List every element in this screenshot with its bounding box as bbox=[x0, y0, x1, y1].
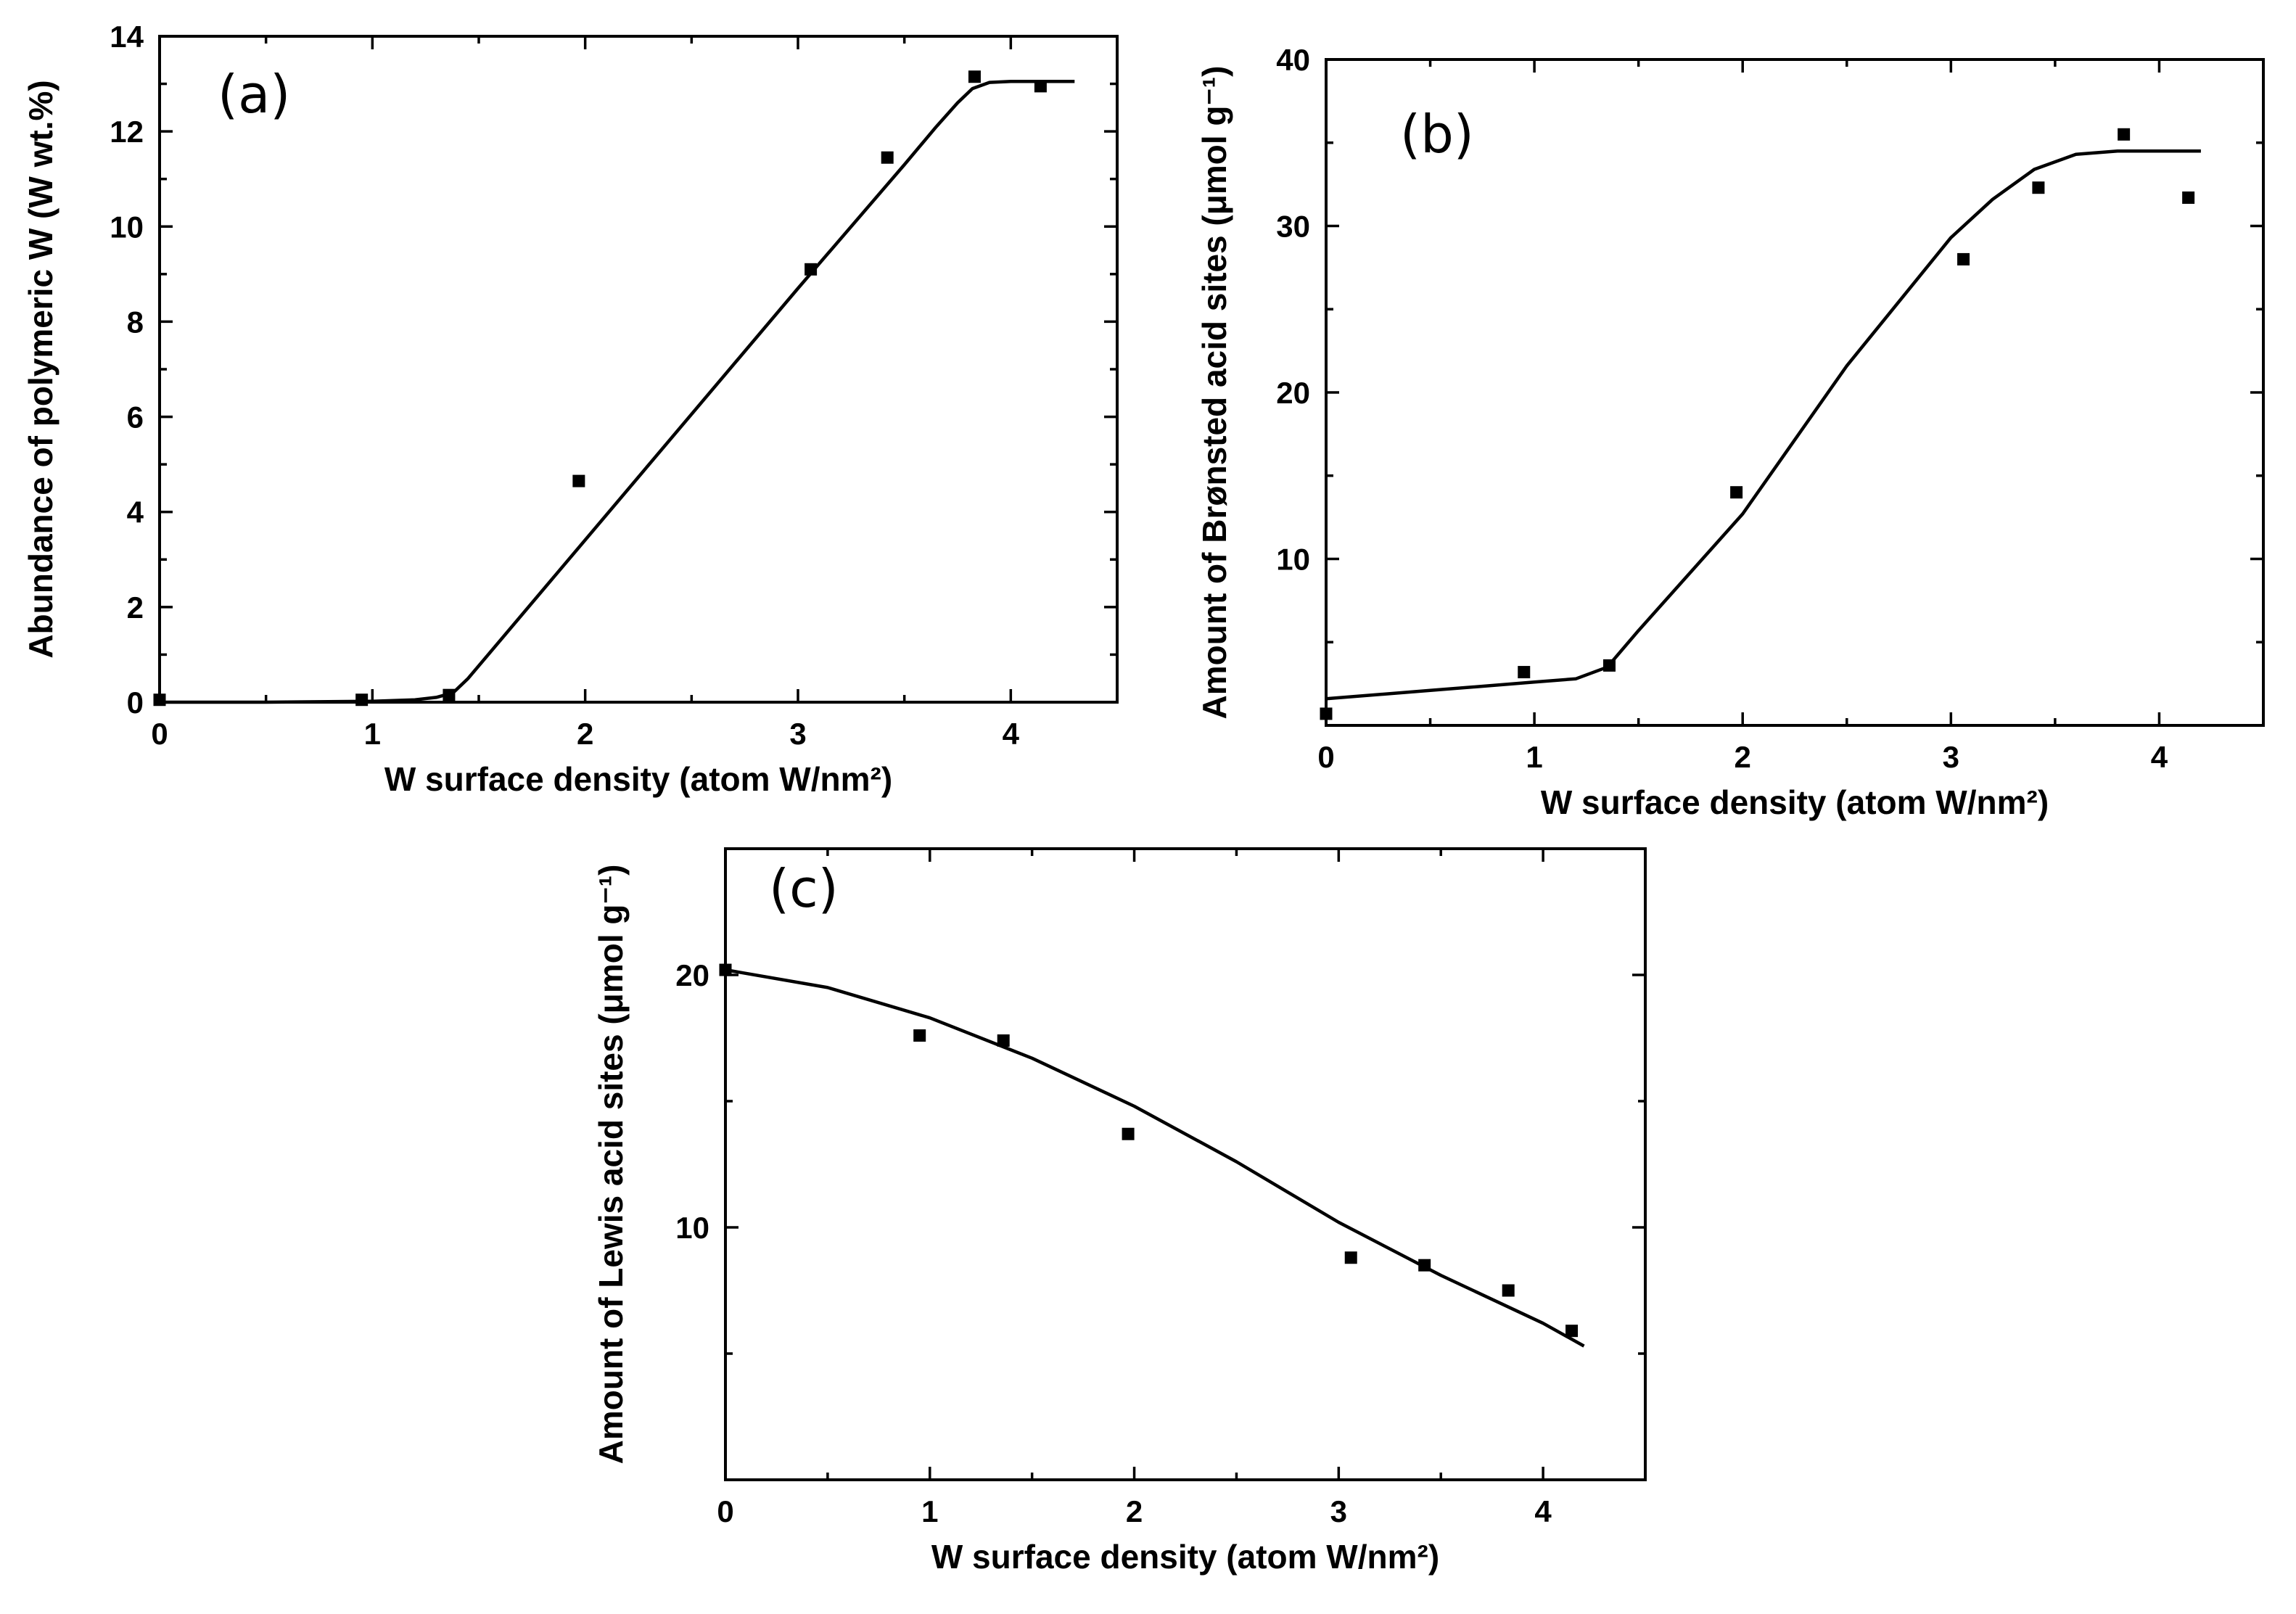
y-tick-label: 20 bbox=[1276, 376, 1310, 410]
data-point bbox=[2032, 181, 2045, 194]
y-tick-label: 10 bbox=[1276, 543, 1310, 577]
x-tick-label: 3 bbox=[789, 717, 806, 751]
data-point bbox=[153, 693, 166, 707]
x-tick-label: 3 bbox=[1330, 1494, 1347, 1528]
data-point bbox=[1344, 1251, 1357, 1264]
data-point bbox=[572, 474, 585, 487]
x-tick-label: 2 bbox=[577, 717, 593, 751]
x-tick-label: 1 bbox=[1526, 740, 1542, 774]
fit-curve bbox=[725, 968, 1585, 1348]
x-tick-label: 2 bbox=[1735, 740, 1751, 774]
data-point bbox=[913, 1029, 926, 1042]
panel-label: (a) bbox=[218, 64, 290, 125]
x-tick-label: 0 bbox=[717, 1494, 733, 1528]
data-point bbox=[805, 263, 818, 276]
y-tick-label: 20 bbox=[675, 958, 709, 992]
y-tick-label: 12 bbox=[110, 115, 144, 149]
y-tick-label: 2 bbox=[127, 590, 144, 625]
chart-panel-b: 0 1 2 3 4 10 20 30 40 W surface density (atom W/n… bbox=[1196, 43, 2265, 821]
x-axis-title: W surface density (atom W/nm²) bbox=[1541, 783, 2049, 821]
data-point bbox=[881, 151, 894, 164]
y-axis-title: Amount of Lewis acid sites (μmol g⁻¹) bbox=[592, 865, 630, 1465]
data-point bbox=[2182, 191, 2195, 204]
x-tick-label: 4 bbox=[1534, 1494, 1552, 1528]
x-tick-label: 4 bbox=[2151, 740, 2168, 774]
x-tick-label: 1 bbox=[921, 1494, 938, 1528]
y-tick-label: 30 bbox=[1276, 210, 1310, 244]
data-point bbox=[355, 693, 369, 707]
x-tick-label: 3 bbox=[1943, 740, 1959, 774]
data-point bbox=[1730, 486, 1743, 499]
data-point bbox=[1518, 666, 1531, 679]
y-tick-label: 10 bbox=[110, 210, 144, 244]
y-tick-label: 4 bbox=[127, 495, 144, 530]
x-tick-label: 4 bbox=[1003, 717, 1020, 751]
chart-panel-c: 0 1 2 3 4 10 20 W surface density (atom W/nm²) A… bbox=[592, 847, 1647, 1576]
data-point bbox=[2118, 128, 2131, 141]
x-tick-label: 0 bbox=[151, 717, 168, 751]
panel-label: (b) bbox=[1400, 104, 1474, 165]
x-tick-label: 2 bbox=[1126, 1494, 1143, 1528]
y-tick-label: 0 bbox=[127, 685, 144, 720]
data-point bbox=[1502, 1284, 1515, 1297]
y-axis-title: Abundance of polymeric W (W wt.%) bbox=[22, 80, 59, 658]
data-point bbox=[1957, 252, 1970, 265]
y-tick-label: 8 bbox=[127, 305, 144, 339]
y-tick-label: 40 bbox=[1276, 43, 1310, 77]
x-tick-label: 0 bbox=[1317, 740, 1334, 774]
y-tick-label: 10 bbox=[675, 1211, 709, 1245]
x-tick-label: 1 bbox=[364, 717, 381, 751]
panel-label: (c) bbox=[769, 858, 839, 919]
data-point bbox=[1122, 1127, 1135, 1140]
fit-curve bbox=[160, 80, 1075, 704]
y-tick-label: 14 bbox=[110, 20, 144, 54]
data-point bbox=[1320, 707, 1333, 720]
data-point bbox=[1565, 1325, 1579, 1338]
x-axis-title: W surface density (atom W/nm²) bbox=[931, 1538, 1439, 1576]
data-point bbox=[1602, 659, 1616, 672]
plot-frame bbox=[724, 847, 1647, 1481]
data-point bbox=[719, 963, 732, 976]
data-point bbox=[443, 688, 456, 701]
plot-frame bbox=[158, 35, 1119, 704]
data-point bbox=[968, 70, 981, 83]
data-point bbox=[1034, 80, 1047, 93]
y-tick-label: 6 bbox=[127, 400, 144, 435]
data-point bbox=[997, 1034, 1010, 1047]
data-point bbox=[1418, 1259, 1431, 1272]
y-axis-title: Amount of Brønsted acid sites (μmol g⁻¹) bbox=[1196, 66, 1233, 720]
fit-curve bbox=[1325, 149, 2201, 701]
x-axis-title: W surface density (atom W/nm²) bbox=[384, 760, 892, 798]
